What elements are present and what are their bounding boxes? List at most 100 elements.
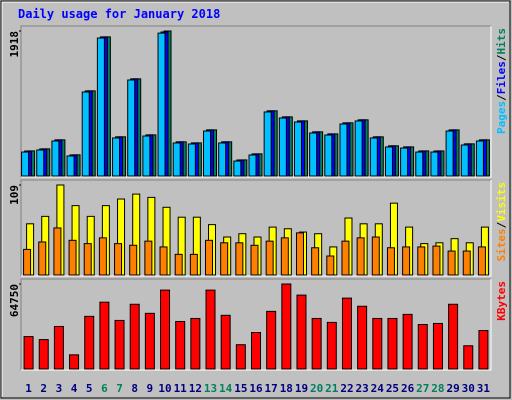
x-tick-label: 8 bbox=[131, 382, 138, 395]
bar bbox=[430, 151, 439, 177]
bar bbox=[462, 250, 471, 276]
bar bbox=[218, 142, 227, 177]
bar bbox=[235, 344, 246, 370]
bar bbox=[81, 91, 90, 177]
x-tick-label: 7 bbox=[116, 382, 123, 395]
bar bbox=[339, 123, 348, 177]
x-tick-label: 18 bbox=[280, 382, 293, 395]
x-tick-label: 20 bbox=[310, 382, 323, 395]
bar bbox=[98, 237, 107, 276]
x-tick-label: 22 bbox=[340, 382, 353, 395]
bar bbox=[21, 151, 30, 177]
bar bbox=[190, 317, 201, 370]
x-tick-label: 27 bbox=[416, 382, 429, 395]
legend-separator: / bbox=[495, 221, 508, 228]
bar bbox=[371, 236, 380, 276]
bar bbox=[341, 240, 350, 276]
legend: KBytes bbox=[495, 281, 508, 321]
bar bbox=[309, 132, 318, 177]
bar bbox=[295, 232, 304, 276]
legend-entry: Sites bbox=[495, 228, 508, 261]
bar bbox=[142, 135, 151, 177]
bar bbox=[144, 240, 153, 276]
x-tick-label: 13 bbox=[204, 382, 217, 395]
legend: Sites/Visits bbox=[495, 182, 508, 262]
bar bbox=[187, 143, 196, 177]
legend-entry: KBytes bbox=[495, 281, 508, 321]
bar bbox=[448, 303, 459, 370]
x-tick-label: 15 bbox=[234, 382, 247, 395]
bar bbox=[129, 303, 140, 370]
x-tick-label: 4 bbox=[71, 382, 78, 395]
bar bbox=[220, 242, 229, 276]
bar bbox=[84, 315, 95, 370]
bar bbox=[357, 305, 368, 370]
x-tick-label: 23 bbox=[356, 382, 369, 395]
bar bbox=[53, 227, 62, 276]
bar bbox=[99, 301, 110, 370]
bar bbox=[432, 245, 441, 276]
bar bbox=[402, 246, 411, 276]
y-tick-label: 109 bbox=[8, 185, 21, 205]
bar bbox=[265, 240, 274, 276]
bar bbox=[372, 317, 383, 370]
bar bbox=[266, 310, 277, 370]
bar bbox=[96, 37, 105, 177]
bar bbox=[417, 246, 426, 276]
bar bbox=[220, 314, 231, 370]
bar bbox=[144, 312, 155, 370]
bar bbox=[417, 323, 428, 370]
bar bbox=[38, 339, 49, 370]
bar bbox=[205, 289, 216, 370]
bar bbox=[172, 142, 181, 177]
bar bbox=[251, 332, 261, 370]
bar bbox=[248, 154, 257, 177]
legend-entry: Pages bbox=[495, 101, 508, 134]
bar bbox=[233, 160, 242, 177]
bar bbox=[460, 144, 469, 177]
bar bbox=[326, 255, 335, 276]
bar bbox=[189, 253, 198, 276]
bar bbox=[263, 111, 272, 177]
bar bbox=[311, 317, 322, 370]
bar bbox=[475, 140, 484, 177]
bar bbox=[356, 237, 365, 276]
x-tick-label: 25 bbox=[386, 382, 399, 395]
bar bbox=[281, 283, 292, 370]
bar bbox=[127, 79, 136, 177]
legend-entry: Hits bbox=[495, 28, 508, 55]
x-tick-label: 10 bbox=[158, 382, 171, 395]
bar bbox=[68, 239, 77, 276]
x-tick-label: 14 bbox=[219, 382, 233, 395]
panel-bevel bbox=[21, 26, 492, 178]
bar bbox=[463, 345, 474, 370]
bar bbox=[293, 121, 302, 177]
bar bbox=[280, 237, 289, 276]
bar bbox=[205, 239, 214, 276]
bar bbox=[114, 243, 123, 276]
bar bbox=[36, 149, 45, 177]
bar bbox=[83, 243, 92, 276]
bar bbox=[354, 120, 363, 177]
x-tick-label: 16 bbox=[249, 382, 263, 395]
x-tick-label: 24 bbox=[371, 382, 385, 395]
bar bbox=[445, 130, 454, 177]
bar bbox=[341, 297, 352, 370]
bar bbox=[129, 244, 138, 276]
legend-entry: Files bbox=[495, 61, 508, 94]
bar bbox=[174, 253, 183, 276]
bar bbox=[69, 354, 80, 370]
x-tick-label: 21 bbox=[325, 382, 339, 395]
bar bbox=[415, 151, 424, 177]
bar bbox=[160, 289, 171, 370]
bar bbox=[23, 248, 32, 276]
x-tick-label: 3 bbox=[56, 382, 63, 395]
x-tick-label: 30 bbox=[462, 382, 475, 395]
y-tick-label: 64750 bbox=[8, 284, 21, 317]
bar bbox=[23, 336, 34, 370]
x-tick-label: 9 bbox=[147, 382, 154, 395]
bar bbox=[402, 313, 413, 370]
bar bbox=[157, 32, 166, 177]
